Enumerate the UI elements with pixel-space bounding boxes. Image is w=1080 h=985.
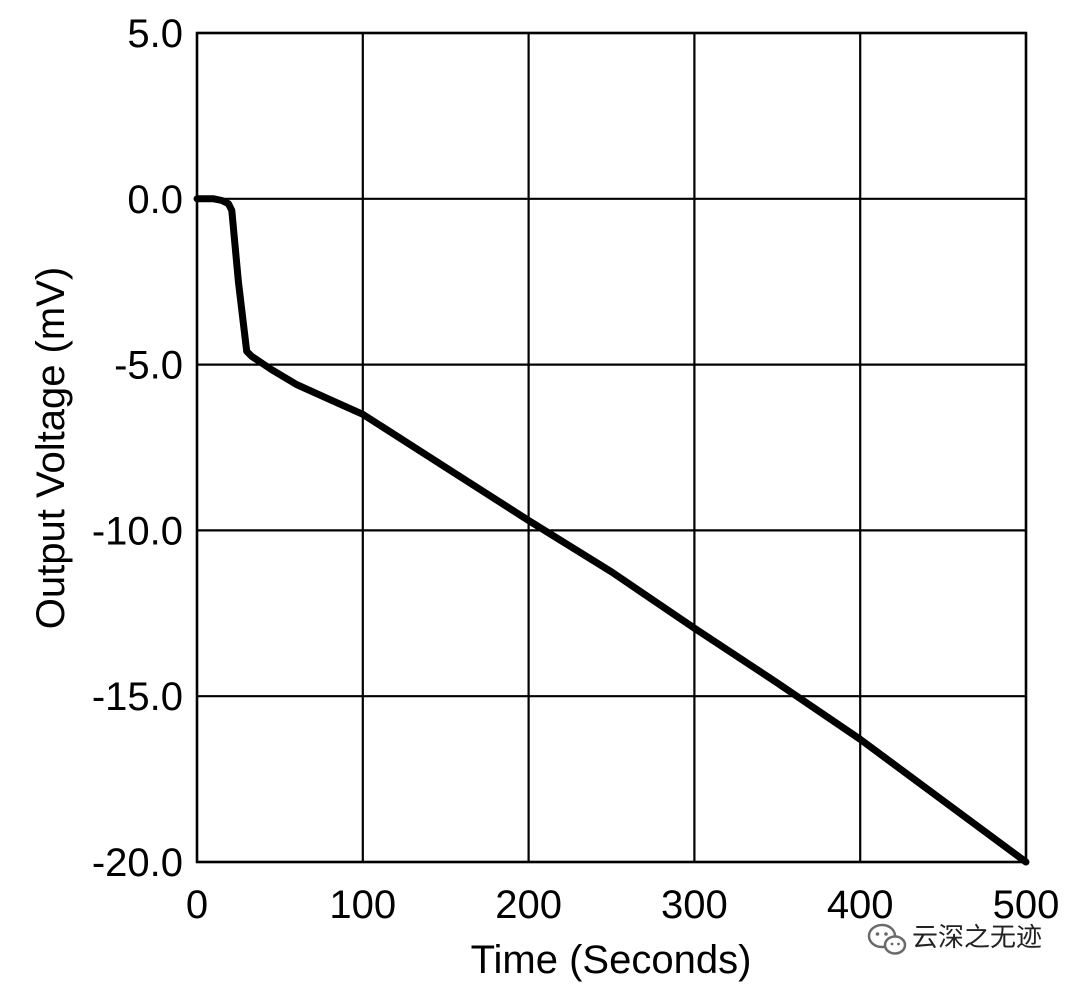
y-axis-title: Output Voltage (mV) [29,267,73,629]
x-tick-label: 0 [186,883,208,927]
wechat-icon [867,923,907,955]
series-layer [193,195,1030,866]
y-tick-label: 5.0 [127,12,183,56]
y-tick-label: 0.0 [127,178,183,222]
grid [195,31,1028,864]
series-line [193,195,1030,866]
watermark-text: 云深之无迹 [912,923,1042,953]
y-tick-label: -20.0 [92,841,183,885]
y-tick-label: -5.0 [114,344,183,388]
x-tick-label: 100 [329,883,396,927]
watermark: 云深之无迹 [867,923,1042,955]
plot-frame [195,31,1028,864]
tick-labels: 0 100 200 300 400 500 5.0 0.0 -5.0 -10.0 -15.0 -20.… [92,12,1060,927]
x-tick-label: 500 [993,883,1060,927]
x-axis-title: Time (Seconds) [471,938,752,982]
y-tick-label: -10.0 [92,509,183,553]
x-tick-label: 200 [495,883,562,927]
x-tick-label: 400 [827,883,894,927]
x-tick-label: 300 [661,883,728,927]
y-tick-label: -15.0 [92,675,183,719]
